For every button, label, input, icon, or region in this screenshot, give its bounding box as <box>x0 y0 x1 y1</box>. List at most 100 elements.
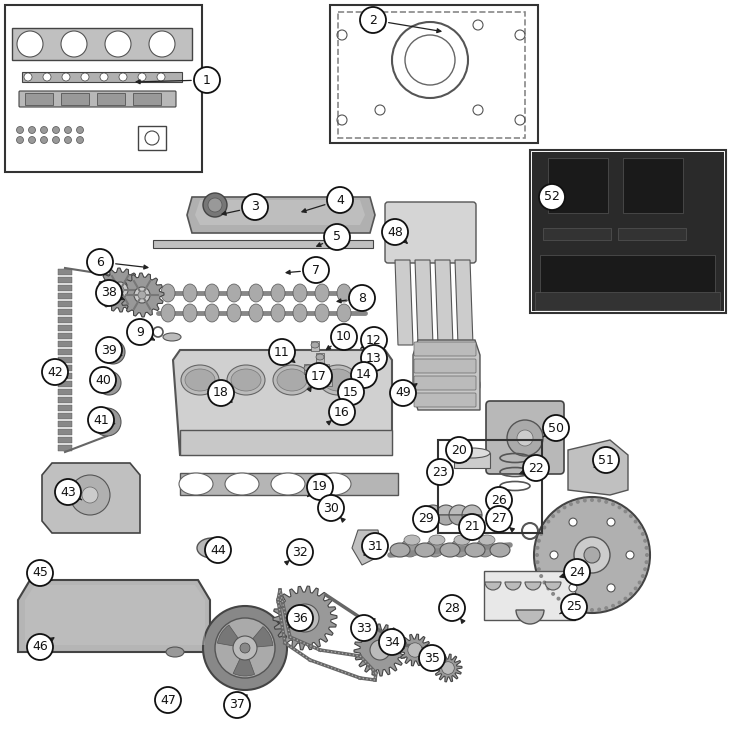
Circle shape <box>81 73 89 81</box>
Circle shape <box>61 31 87 57</box>
Circle shape <box>100 415 114 429</box>
Circle shape <box>62 73 70 81</box>
FancyBboxPatch shape <box>414 359 476 373</box>
Ellipse shape <box>161 284 175 302</box>
Circle shape <box>205 537 231 563</box>
Ellipse shape <box>185 369 215 391</box>
Circle shape <box>28 136 36 144</box>
Ellipse shape <box>451 539 469 557</box>
Circle shape <box>291 604 319 632</box>
Circle shape <box>543 415 569 441</box>
Circle shape <box>574 537 610 573</box>
Text: 8: 8 <box>358 291 366 305</box>
Ellipse shape <box>163 333 181 341</box>
Circle shape <box>208 198 222 212</box>
Wedge shape <box>449 515 469 525</box>
Circle shape <box>349 285 375 311</box>
Circle shape <box>590 498 594 502</box>
Ellipse shape <box>465 543 485 557</box>
Wedge shape <box>449 505 469 515</box>
Circle shape <box>240 643 250 653</box>
Circle shape <box>77 136 83 144</box>
Ellipse shape <box>479 535 495 545</box>
Circle shape <box>64 127 72 133</box>
Circle shape <box>299 612 311 624</box>
Bar <box>58 349 72 355</box>
Bar <box>58 429 72 435</box>
Ellipse shape <box>454 448 490 458</box>
Ellipse shape <box>440 543 460 557</box>
Circle shape <box>382 219 408 245</box>
Ellipse shape <box>225 473 259 495</box>
Ellipse shape <box>317 473 351 495</box>
Ellipse shape <box>390 543 410 557</box>
Polygon shape <box>415 260 433 345</box>
Circle shape <box>93 408 121 436</box>
Circle shape <box>379 629 405 655</box>
Circle shape <box>96 280 122 306</box>
Text: 3: 3 <box>251 200 259 214</box>
Polygon shape <box>98 268 142 312</box>
Text: 16: 16 <box>334 405 350 419</box>
Circle shape <box>361 327 387 353</box>
Ellipse shape <box>197 538 227 558</box>
Circle shape <box>370 640 390 660</box>
Circle shape <box>439 595 465 621</box>
Text: 19: 19 <box>312 481 328 493</box>
Bar <box>58 373 72 379</box>
Bar <box>58 309 72 315</box>
Circle shape <box>517 430 533 446</box>
Ellipse shape <box>337 284 351 302</box>
Ellipse shape <box>227 365 265 395</box>
Ellipse shape <box>323 369 353 391</box>
Circle shape <box>576 606 580 610</box>
Bar <box>12 28 192 60</box>
Text: 38: 38 <box>101 287 117 299</box>
Ellipse shape <box>429 535 445 545</box>
Circle shape <box>134 287 150 303</box>
Circle shape <box>327 187 353 213</box>
Circle shape <box>537 539 541 543</box>
Ellipse shape <box>454 535 470 545</box>
Text: 5: 5 <box>333 230 341 244</box>
Bar <box>324 376 332 386</box>
FancyBboxPatch shape <box>414 393 476 407</box>
Text: 36: 36 <box>292 612 308 624</box>
Ellipse shape <box>315 304 329 322</box>
Circle shape <box>643 539 647 543</box>
Bar <box>438 440 542 533</box>
Circle shape <box>96 337 122 363</box>
Bar <box>58 445 72 451</box>
Circle shape <box>583 498 587 502</box>
Text: 15: 15 <box>343 385 359 399</box>
Ellipse shape <box>332 234 344 242</box>
Circle shape <box>17 127 23 133</box>
Text: 34: 34 <box>384 635 400 648</box>
Text: 2: 2 <box>369 13 377 27</box>
Circle shape <box>90 367 116 393</box>
Text: 30: 30 <box>323 501 339 515</box>
Circle shape <box>576 500 580 504</box>
Bar <box>153 240 373 248</box>
Bar <box>58 317 72 323</box>
Circle shape <box>629 514 633 518</box>
Circle shape <box>42 359 68 385</box>
Text: 35: 35 <box>424 651 440 665</box>
Text: 21: 21 <box>464 521 480 533</box>
Circle shape <box>203 606 287 690</box>
Circle shape <box>53 127 60 133</box>
Text: 4: 4 <box>336 194 344 206</box>
Bar <box>180 473 398 495</box>
Ellipse shape <box>321 365 329 371</box>
Ellipse shape <box>166 647 184 657</box>
Text: 31: 31 <box>367 539 383 553</box>
Circle shape <box>563 505 566 510</box>
Circle shape <box>331 324 357 350</box>
Circle shape <box>101 340 125 364</box>
Bar <box>58 381 72 387</box>
Circle shape <box>569 584 577 592</box>
Text: 13: 13 <box>366 352 382 364</box>
Circle shape <box>116 286 124 294</box>
Circle shape <box>551 514 555 518</box>
Circle shape <box>269 339 295 365</box>
